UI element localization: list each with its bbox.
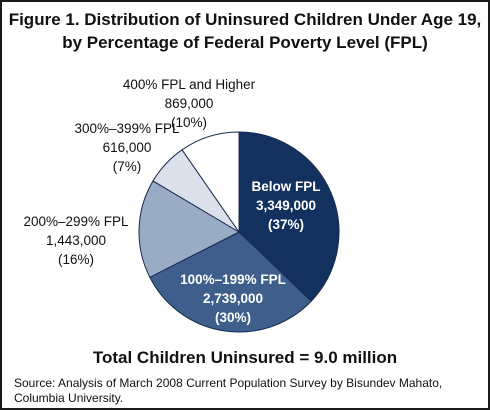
slice-percent: (37%) bbox=[267, 217, 304, 232]
slice-value: 3,349,000 bbox=[255, 198, 317, 213]
slice-percent: (16%) bbox=[57, 252, 94, 267]
slice-value: 2,739,000 bbox=[202, 291, 264, 306]
slice-name: 300%–399% FPL bbox=[74, 121, 180, 136]
source-note: Source: Analysis of March 2008 Current P… bbox=[14, 376, 484, 406]
slice-label-400-plus: 400% FPL and Higher 869,000 (10%) bbox=[114, 75, 264, 132]
slice-name: 200%–299% FPL bbox=[23, 214, 129, 229]
slice-name: 100%–199% FPL bbox=[180, 272, 286, 287]
slice-percent: (10%) bbox=[170, 115, 207, 130]
chart-title-line-1: Figure 1. Distribution of Uninsured Chil… bbox=[8, 10, 482, 29]
slice-label-below-fpl: Below FPL 3,349,000 (37%) bbox=[234, 177, 338, 234]
slice-value: 869,000 bbox=[164, 96, 214, 111]
pie-slice-below-fpl bbox=[238, 131, 340, 302]
slice-label-300-399: 300%–399% FPL 616,000 (7%) bbox=[62, 119, 192, 176]
total-uninsured: Total Children Uninsured = 9.0 million bbox=[92, 348, 398, 367]
slice-value: 616,000 bbox=[102, 140, 152, 155]
slice-label-200-299: 200%–299% FPL 1,443,000 (16%) bbox=[10, 212, 142, 269]
pie-slice-200-299-fpl bbox=[138, 180, 241, 278]
pie-slice-400-plus-fpl bbox=[181, 131, 240, 234]
slice-name: Below FPL bbox=[251, 179, 321, 194]
chart-title-line-2: by Percentage of Federal Poverty Level (… bbox=[62, 33, 428, 52]
source-line: Columbia University. bbox=[14, 391, 124, 405]
slice-name: 400% FPL and Higher bbox=[122, 77, 256, 92]
slice-percent: (7%) bbox=[112, 159, 142, 174]
slice-percent: (30%) bbox=[214, 310, 251, 325]
source-line: Source: Analysis of March 2008 Current P… bbox=[14, 376, 443, 390]
slice-value: 1,443,000 bbox=[45, 233, 107, 248]
slice-label-100-199: 100%–199% FPL 2,739,000 (30%) bbox=[168, 270, 298, 327]
